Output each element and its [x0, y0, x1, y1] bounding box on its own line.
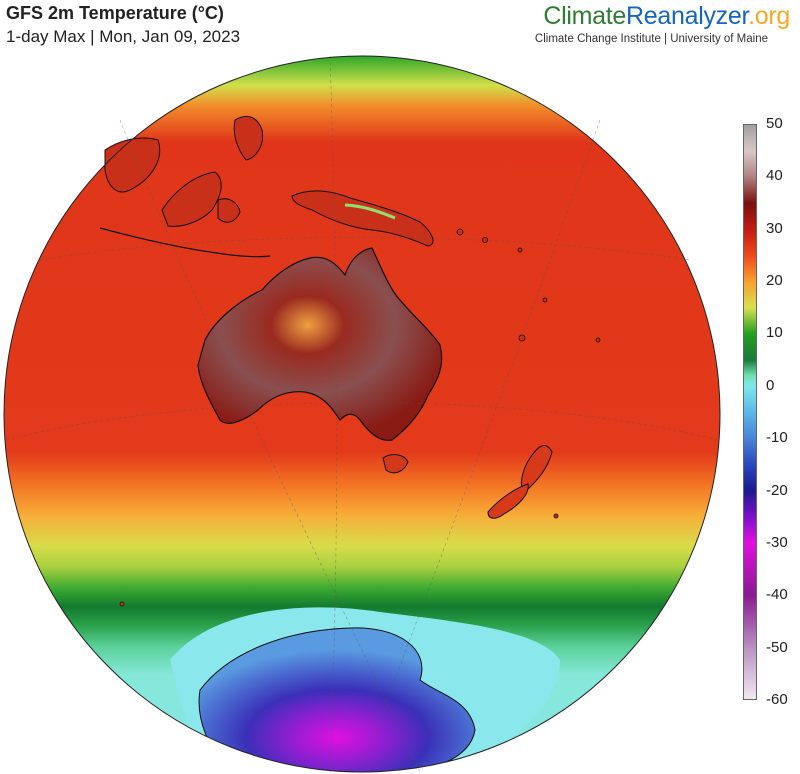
colorbar-tick-label: 50	[766, 115, 783, 132]
new-guinea-highlands	[344, 203, 396, 220]
colorbar-tick-label: 40	[766, 167, 783, 185]
colorbar-tick-label: -30	[766, 533, 788, 551]
colorbar-tick-label: 20	[766, 272, 783, 290]
brand-tagline: Climate Change Institute | University of…	[534, 33, 768, 45]
colorbar-tick-label: -10	[766, 429, 788, 447]
tasmania-landmass	[382, 454, 409, 474]
new-zealand-north-island	[520, 444, 553, 493]
brand-logo[interactable]: ClimateReanalyzer.org	[543, 2, 790, 31]
australia-landmass	[197, 247, 443, 441]
colorbar-tick-label: -20	[766, 481, 788, 499]
colorbar-tick-label: -50	[766, 638, 788, 656]
brand-org: .org	[748, 2, 790, 30]
antarctica-landmass	[198, 627, 476, 772]
borneo-landmass	[161, 171, 222, 227]
philippines-landmass	[233, 115, 264, 161]
colorbar-tick-label: 0	[766, 376, 775, 394]
graticule	[5, 55, 719, 773]
colorbar-tick-label: -40	[766, 586, 788, 604]
colorbar-tick-label: 10	[766, 324, 783, 342]
new-zealand-south-island	[487, 483, 529, 519]
pacific-islands	[119, 228, 601, 607]
colorbar-tick-label: -60	[766, 691, 788, 708]
globe-outline	[3, 55, 721, 773]
sulawesi-landmass	[217, 198, 241, 223]
map-subtitle: 1-day Max | Mon, Jan 09, 2023	[6, 27, 241, 46]
java-coast	[99, 227, 271, 258]
colorbar-tick-label: 30	[766, 219, 783, 237]
temperature-colorbar	[743, 124, 757, 700]
brand-climate: Climate	[543, 2, 627, 30]
brand-reanalyzer: Reanalyzer	[626, 2, 749, 30]
map-title: GFS 2m Temperature (°C)	[6, 3, 224, 23]
new-guinea-landmass	[291, 190, 434, 247]
